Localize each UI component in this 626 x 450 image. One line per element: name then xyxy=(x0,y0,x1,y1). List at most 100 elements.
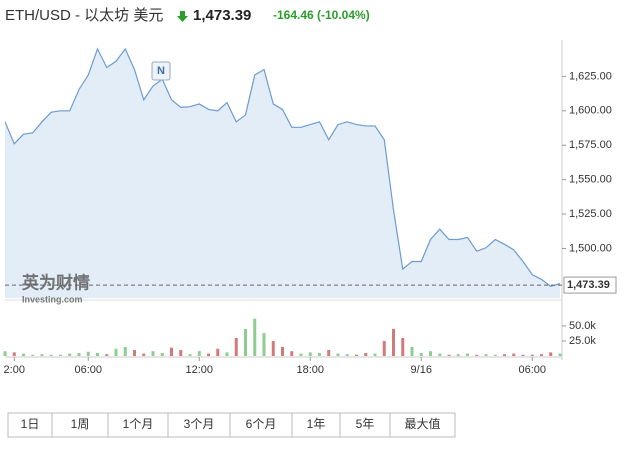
button-label: 1年 xyxy=(307,417,326,431)
volume-bar xyxy=(327,349,331,356)
y-tick-label: 1,525.00 xyxy=(569,208,612,220)
button-frame xyxy=(291,412,341,438)
last-price-label: 1,473.39 xyxy=(567,279,610,291)
volume-bar xyxy=(475,354,479,356)
volume-bar xyxy=(540,354,543,356)
title: ETH/USD - 以太坊 美元 xyxy=(5,7,163,24)
volume-bar xyxy=(447,354,451,356)
volume-bar xyxy=(114,348,118,356)
volume-bar xyxy=(392,328,395,356)
volume-bar xyxy=(68,353,72,356)
volume-bar xyxy=(105,354,109,356)
y-tick-label: 1,500.00 xyxy=(569,242,612,254)
change: -164.46 xyxy=(273,8,314,22)
volume-bar xyxy=(253,318,257,356)
x-tick-label: 12:00 xyxy=(185,364,213,376)
volume-bar xyxy=(336,353,340,356)
volume-bar xyxy=(3,351,7,356)
volume-bar xyxy=(364,352,368,356)
watermark-brand: 英为财情 xyxy=(22,272,90,292)
volume-bar xyxy=(493,354,497,356)
volume-bar xyxy=(40,354,44,356)
range-button[interactable]: 5年 xyxy=(339,412,391,438)
button-frame xyxy=(339,412,391,438)
volume-bar xyxy=(170,347,173,356)
button-label: 1个月 xyxy=(123,417,154,431)
volume-bar xyxy=(281,346,284,356)
volume-bar xyxy=(96,352,99,356)
volume-tick-label: 50.0k xyxy=(569,320,596,332)
volume-bar xyxy=(197,351,201,356)
button-frame xyxy=(7,412,53,438)
volume-bar xyxy=(558,353,562,356)
volume-bar xyxy=(438,353,442,356)
button-frame xyxy=(229,412,293,438)
volume-tick-label: 25.0k xyxy=(569,335,596,347)
volume-bar xyxy=(355,354,358,356)
volume-bar xyxy=(86,351,90,356)
volume-bar xyxy=(12,352,16,356)
volume-bar xyxy=(244,328,247,356)
volume-bar xyxy=(466,353,469,356)
news-marker xyxy=(151,61,171,81)
range-button[interactable]: 1日 xyxy=(7,412,53,438)
button-label: 3个月 xyxy=(184,417,215,431)
price: 1,473.39 xyxy=(193,7,251,24)
volume-bar xyxy=(225,352,229,356)
volume-bar xyxy=(484,354,488,356)
button-label: 6个月 xyxy=(246,417,277,431)
volume-bar xyxy=(271,340,275,356)
y-tick-label: 1,550.00 xyxy=(569,174,612,186)
volume-bar xyxy=(373,353,377,356)
x-tick-label: 2:00 xyxy=(4,364,25,376)
volume-bar xyxy=(179,349,183,356)
volume-bar xyxy=(503,354,506,356)
volume-bar xyxy=(290,351,294,356)
button-label: 1周 xyxy=(71,417,90,431)
x-tick-label: 06:00 xyxy=(74,364,102,376)
volume-bar xyxy=(77,352,81,356)
down-arrow xyxy=(177,11,188,22)
button-frame xyxy=(389,412,456,438)
volume-bar xyxy=(419,352,423,356)
volume-bar xyxy=(151,351,155,356)
y-tick-label: 1,600.00 xyxy=(569,105,612,117)
volume-bar xyxy=(123,346,127,356)
button-label: 1日 xyxy=(21,417,40,431)
area xyxy=(5,48,560,299)
x-tick-label: 18:00 xyxy=(296,364,324,376)
volume-bar xyxy=(59,354,62,356)
y-tick-label: 1,625.00 xyxy=(569,70,612,82)
volume-bar xyxy=(207,353,210,356)
volume-bar xyxy=(216,348,220,356)
range-button[interactable]: 1个月 xyxy=(107,412,169,438)
volume-bar xyxy=(521,354,525,356)
volume-bar xyxy=(22,353,25,356)
volume-bar xyxy=(410,346,414,356)
y-tick-label: 1,575.00 xyxy=(569,139,612,151)
volume-bar xyxy=(188,354,192,356)
x-tick-label: 06:00 xyxy=(518,364,546,376)
range-button[interactable]: 最大值 xyxy=(389,412,456,438)
range-button[interactable]: 1年 xyxy=(291,412,341,438)
change-pct: (-10.04%) xyxy=(317,8,370,22)
range-button[interactable]: 6个月 xyxy=(229,412,293,438)
volume-bar xyxy=(308,352,312,356)
volume-bar xyxy=(142,353,146,356)
volume-bar xyxy=(456,354,460,356)
volume-bar xyxy=(401,337,405,356)
watermark-site: Investing.com xyxy=(22,294,83,304)
volume-bar xyxy=(382,340,386,356)
last-price-box xyxy=(563,276,617,294)
button-frame xyxy=(167,412,231,438)
x-tick-label: 9/16 xyxy=(411,364,432,376)
volume-bar xyxy=(345,354,349,356)
button-label: 5年 xyxy=(356,417,375,431)
range-button[interactable]: 3个月 xyxy=(167,412,231,438)
range-button[interactable]: 1周 xyxy=(51,412,109,438)
volume-bar xyxy=(512,353,516,356)
volume-bar xyxy=(31,354,35,356)
volume-bar xyxy=(133,349,136,356)
volume-bar xyxy=(530,354,534,356)
